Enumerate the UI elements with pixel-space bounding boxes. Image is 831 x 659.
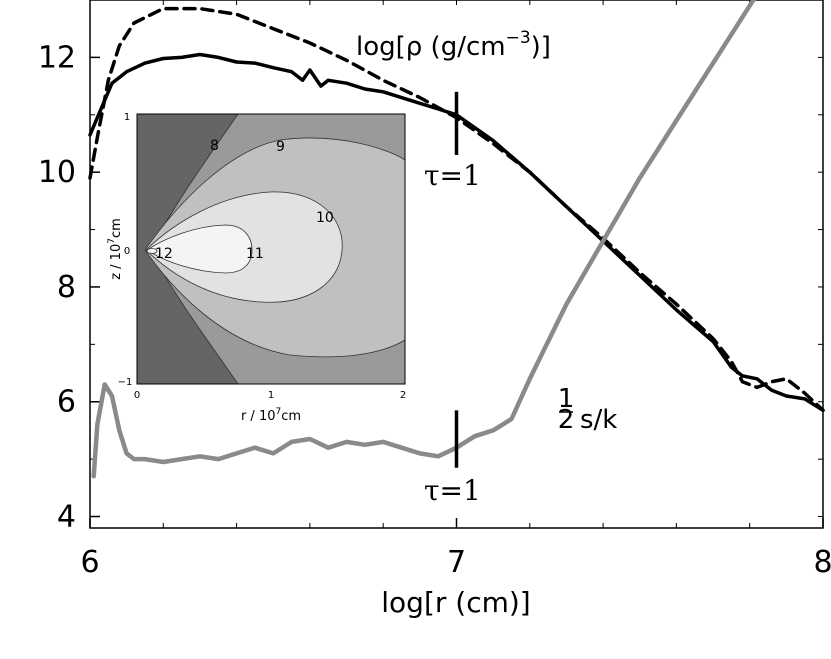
density-label: log[ρ (g/cm xyxy=(356,32,506,62)
y-tick-label: 10 xyxy=(38,155,76,190)
entropy-annotation: 1 2 s/k xyxy=(558,384,618,435)
contour-label-12: 12 xyxy=(155,246,173,262)
contour-label-8: 8 xyxy=(210,138,219,154)
density-exponent: −3 xyxy=(506,28,531,48)
density-dashed-line xyxy=(88,6,825,413)
inset-contour-plot: 8 9 10 11 12 0 1 2 1 0 −1 r / 107cm z / … xyxy=(107,108,418,424)
inset-x-label-unit: cm xyxy=(281,409,301,424)
y-tick-label: 4 xyxy=(57,500,76,535)
inset-frame xyxy=(136,113,406,385)
inset-y-tick-bottom: −1 xyxy=(118,377,133,388)
inset-x-tick-1: 1 xyxy=(268,390,274,401)
inset-x-tick-0: 0 xyxy=(134,390,140,401)
entropy-fraction-numerator: 1 xyxy=(558,384,575,414)
inset-x-tick-2: 2 xyxy=(400,390,406,401)
inset-x-axis-title: r / 107cm xyxy=(241,407,301,424)
tau-label-upper: τ=1 xyxy=(424,159,481,192)
x-axis-title: log[r (cm)] xyxy=(381,586,530,619)
inset-y-axis-title: z / 107cm xyxy=(107,218,124,280)
series-layer xyxy=(88,0,825,479)
inset-y-label-unit: cm xyxy=(109,218,124,238)
inset-x-label: r / 10 xyxy=(241,409,276,424)
inset-y-label-exp: 7 xyxy=(107,238,117,244)
x-tick-label: 6 xyxy=(80,545,99,580)
density-solid-line xyxy=(88,52,825,413)
contour-label-9: 9 xyxy=(276,139,285,155)
entropy-fraction-denominator: 2 xyxy=(558,405,575,435)
y-tick-label: 6 xyxy=(57,385,76,420)
x-tick-label: 8 xyxy=(813,545,831,580)
x-axis-ticks: 6 7 8 xyxy=(80,518,831,580)
entropy-line xyxy=(91,0,757,479)
density-annotation: log[ρ (g/cm−3)] xyxy=(356,28,551,62)
inset-region-12 xyxy=(146,224,253,274)
entropy-label: s/k xyxy=(580,405,617,435)
contour-label-11: 11 xyxy=(246,246,264,262)
density-close: )] xyxy=(531,32,551,62)
inset-y-label: z / 10 xyxy=(109,244,124,280)
y-axis-ticks: 4 6 8 10 12 xyxy=(38,40,100,535)
inset-region-core xyxy=(146,248,158,254)
tau-label-lower: τ=1 xyxy=(424,474,481,507)
y-tick-label: 12 xyxy=(38,40,76,75)
inset-y-tick-mid: 0 xyxy=(124,246,130,257)
inset-x-label-exp: 7 xyxy=(275,407,281,417)
y-tick-label: 8 xyxy=(57,270,76,305)
contour-label-10: 10 xyxy=(316,210,334,226)
inset-y-tick-top: 1 xyxy=(124,112,130,123)
x-tick-label: 7 xyxy=(447,545,466,580)
